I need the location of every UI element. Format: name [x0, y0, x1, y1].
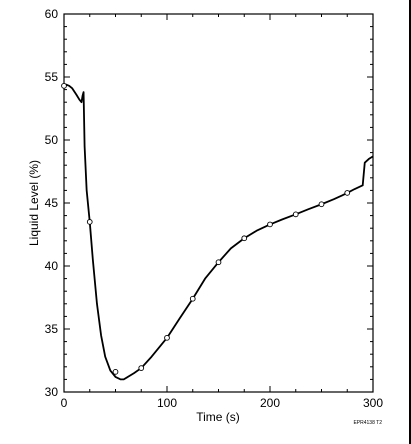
x-tick-label: 100 [157, 396, 177, 410]
x-tick-label: 200 [260, 396, 280, 410]
y-tick-label: 45 [45, 196, 59, 210]
figure-id: EPR4138 T2 [353, 420, 382, 426]
series-marker [344, 190, 351, 196]
y-tick-label: 30 [45, 385, 59, 399]
y-tick-label: 35 [45, 322, 59, 336]
x-tick-label: 300 [363, 396, 383, 410]
series-marker [215, 259, 222, 266]
x-tick-label: 0 [61, 396, 68, 410]
series-marker [267, 221, 273, 228]
series-marker [86, 219, 93, 225]
tick-labels: 30 35 40 45 50 55 60 0 100 200 300 [45, 7, 384, 410]
series-markers [61, 82, 351, 375]
series-marker [189, 295, 196, 302]
series-marker [241, 235, 248, 242]
x-axis-label: Time (s) [196, 410, 240, 424]
series-marker [318, 201, 325, 208]
y-tick-label: 50 [45, 133, 59, 147]
series-marker [292, 211, 299, 218]
y-tick-label: 60 [45, 7, 59, 21]
axis-ticks [63, 13, 374, 393]
y-axis-label: Liquid Level (%) [27, 160, 41, 246]
frame-edge [409, 0, 411, 444]
y-tick-label: 55 [45, 70, 59, 84]
series-marker [138, 365, 145, 371]
y-tick-label: 40 [45, 259, 59, 273]
series-marker [112, 368, 119, 375]
series-marker [61, 82, 67, 89]
series-marker [164, 334, 170, 341]
